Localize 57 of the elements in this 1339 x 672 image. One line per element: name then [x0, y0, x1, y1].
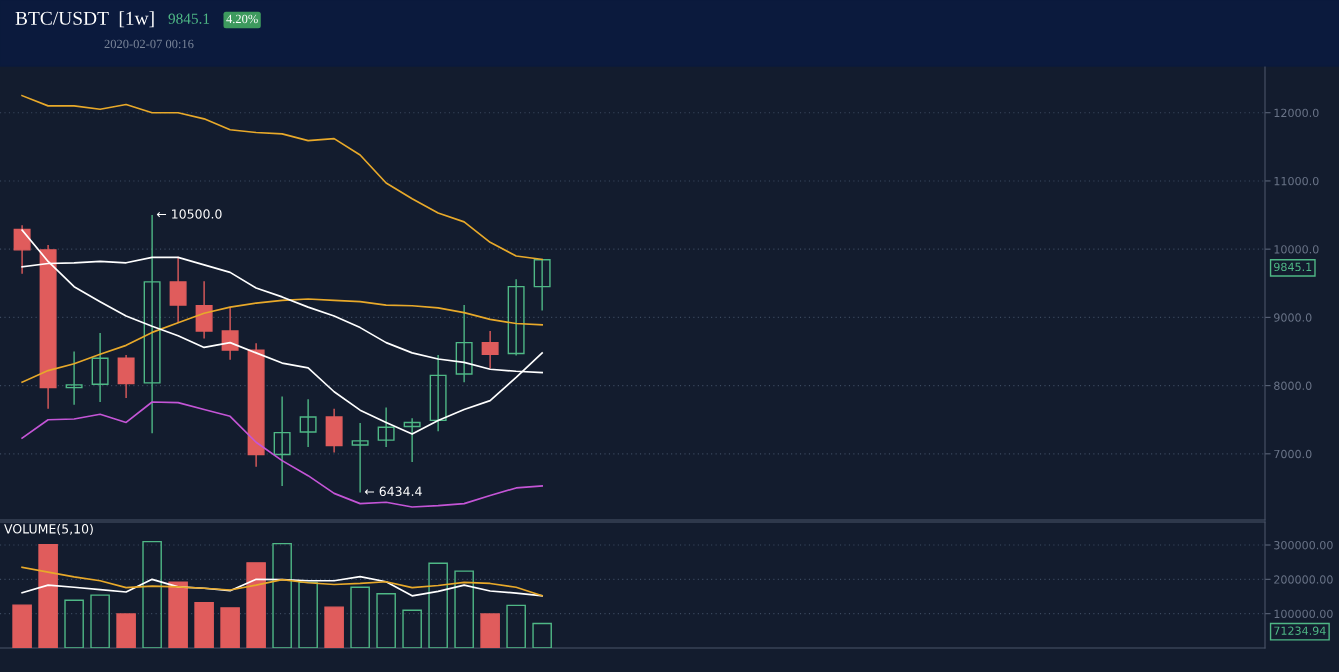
- bar: [246, 562, 266, 648]
- bar: [116, 613, 136, 648]
- y-tick-label: 300000.00: [1274, 540, 1333, 550]
- bar: [298, 581, 318, 648]
- y-tick-label: 11000.0: [1274, 176, 1319, 186]
- y-tick-label: 100000.00: [1274, 609, 1333, 619]
- chart-title: BTC/USDT [1w]: [15, 11, 154, 28]
- line-series: [21, 298, 543, 384]
- bar: [402, 609, 422, 648]
- y-tick-label: 10000.0: [1274, 245, 1319, 254]
- text: 4.20%: [226, 14, 258, 24]
- line-series: [21, 575, 543, 597]
- line-series: [21, 566, 543, 597]
- bar: [142, 540, 162, 648]
- bar: [90, 594, 110, 648]
- bar: [272, 542, 292, 648]
- candlestick: [91, 332, 109, 403]
- bar: [64, 599, 84, 648]
- bar: [428, 562, 448, 648]
- text: 71234.94: [1274, 626, 1326, 635]
- bar: [12, 604, 32, 648]
- candlestick: [377, 406, 395, 448]
- candlestick: [455, 304, 473, 383]
- candlestick: [273, 395, 291, 487]
- candlestick: [403, 417, 421, 463]
- bar: [220, 607, 240, 648]
- bar: [506, 604, 526, 648]
- bar: [376, 593, 396, 648]
- y-tick-label: 12000.0: [1274, 108, 1319, 118]
- bar: [454, 570, 474, 648]
- y-tick-label: 8000.0: [1274, 381, 1312, 390]
- bar: [532, 622, 552, 648]
- text: 9845.1: [168, 13, 210, 24]
- candlestick: [13, 224, 31, 275]
- chart-title: VOLUME(5,10): [4, 523, 93, 536]
- candlestick: [65, 350, 83, 406]
- candlestick: [169, 255, 187, 324]
- candlestick: [507, 278, 525, 357]
- candlestick: [221, 307, 239, 361]
- bar: [480, 613, 500, 648]
- candlestick: [481, 330, 499, 370]
- bar: [38, 543, 58, 648]
- y-tick-label: 200000.00: [1274, 575, 1333, 584]
- y-tick-label: 7000.0: [1274, 449, 1312, 459]
- candlestick: [429, 354, 447, 433]
- text: 2020-02-07 00:16: [104, 39, 194, 49]
- y-tick-label: 9000.0: [1274, 313, 1312, 322]
- candlestick: [533, 258, 551, 312]
- annotation: ← 6434.4: [364, 486, 422, 497]
- bar: [194, 601, 214, 648]
- bar: [350, 586, 370, 648]
- annotation: ← 10500.0: [156, 209, 222, 219]
- bar: [324, 606, 344, 648]
- bar: [168, 581, 188, 648]
- candlestick: [299, 398, 317, 448]
- text: 9845.1: [1274, 262, 1312, 272]
- line-series: [21, 401, 543, 508]
